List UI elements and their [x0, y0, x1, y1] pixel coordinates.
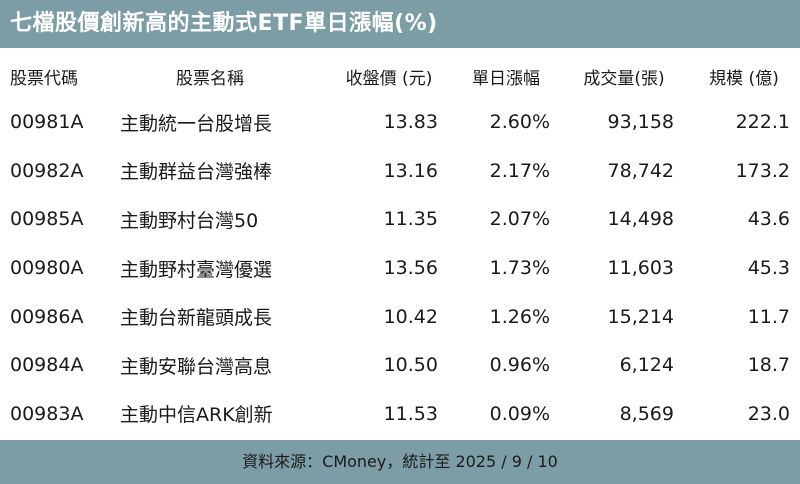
cell-scale: 222.1 [735, 111, 790, 134]
cell-name: 主動群益台灣強棒 [120, 161, 273, 184]
table-row: 00981A 主動統一台股增長 13.83 2.60% 93,158 222.1 [0, 98, 800, 147]
cell-scale: 11.7 [747, 305, 790, 328]
cell-code: 00982A [10, 159, 84, 182]
cell-change: 1.73% [489, 257, 550, 280]
cell-volume: 14,498 [607, 208, 674, 231]
cell-volume: 8,569 [619, 402, 674, 425]
cell-close: 13.83 [383, 111, 438, 134]
table-title: 七檔股價創新高的主動式ETF單日漲幅(%) [0, 0, 800, 48]
header-code: 股票代碼 [10, 68, 78, 89]
cell-change: 0.96% [489, 354, 550, 377]
cell-code: 00980A [10, 257, 84, 280]
cell-change: 2.17% [489, 159, 550, 182]
cell-scale: 18.7 [747, 354, 790, 377]
cell-name: 主動野村台灣50 [120, 209, 259, 232]
cell-scale: 43.6 [747, 208, 790, 231]
cell-close: 10.42 [383, 305, 438, 328]
cell-scale: 173.2 [735, 159, 790, 182]
cell-change: 2.60% [489, 111, 550, 134]
cell-close: 13.16 [383, 159, 438, 182]
cell-code: 00981A [10, 111, 84, 134]
cell-close: 10.50 [383, 354, 438, 377]
table-row: 00986A 主動台新龍頭成長 10.42 1.26% 15,214 11.7 [0, 292, 800, 341]
cell-name: 主動中信ARK創新 [120, 404, 273, 427]
cell-name: 主動安聯台灣高息 [120, 355, 273, 378]
cell-close: 13.56 [383, 257, 438, 280]
cell-code: 00984A [10, 354, 84, 377]
cell-name: 主動野村臺灣優選 [120, 258, 273, 281]
table-row: 00984A 主動安聯台灣高息 10.50 0.96% 6,124 18.7 [0, 341, 800, 390]
table-row: 00985A 主動野村台灣50 11.35 2.07% 14,498 43.6 [0, 195, 800, 244]
table-row: 00980A 主動野村臺灣優選 13.56 1.73% 11,603 45.3 [0, 244, 800, 293]
header-close: 收盤價 (元) [345, 68, 433, 89]
cell-volume: 93,158 [607, 111, 674, 134]
cell-volume: 78,742 [607, 159, 674, 182]
cell-name: 主動統一台股增長 [120, 112, 273, 135]
source-footer: 資料來源：CMoney，統計至 2025 / 9 / 10 [0, 440, 800, 484]
cell-volume: 6,124 [619, 354, 674, 377]
cell-close: 11.35 [383, 208, 438, 231]
cell-scale: 45.3 [747, 257, 790, 280]
header-change: 單日漲幅 [472, 68, 540, 89]
table-header-row: 股票代碼 股票名稱 收盤價 (元) 單日漲幅 成交量(張) 規模 (億) [0, 54, 800, 98]
cell-volume: 11,603 [607, 257, 674, 280]
cell-close: 11.53 [383, 402, 438, 425]
cell-change: 1.26% [489, 305, 550, 328]
cell-code: 00983A [10, 402, 84, 425]
cell-volume: 15,214 [607, 305, 674, 328]
cell-change: 0.09% [489, 402, 550, 425]
header-volume: 成交量(張) [583, 68, 665, 89]
header-name: 股票名稱 [176, 68, 244, 89]
table-row: 00983A 主動中信ARK創新 11.53 0.09% 8,569 23.0 [0, 390, 800, 439]
cell-change: 2.07% [489, 208, 550, 231]
header-scale: 規模 (億) [709, 68, 779, 89]
table-row: 00982A 主動群益台灣強棒 13.16 2.17% 78,742 173.2 [0, 147, 800, 196]
cell-code: 00986A [10, 305, 84, 328]
cell-name: 主動台新龍頭成長 [120, 307, 273, 330]
cell-scale: 23.0 [747, 402, 790, 425]
etf-table: 股票代碼 股票名稱 收盤價 (元) 單日漲幅 成交量(張) 規模 (億) 009… [0, 54, 800, 438]
cell-code: 00985A [10, 208, 84, 231]
